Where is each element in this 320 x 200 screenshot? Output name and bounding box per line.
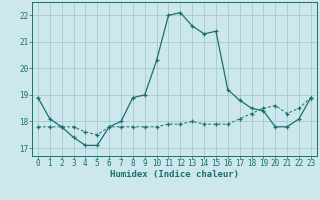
X-axis label: Humidex (Indice chaleur): Humidex (Indice chaleur) [110, 170, 239, 179]
